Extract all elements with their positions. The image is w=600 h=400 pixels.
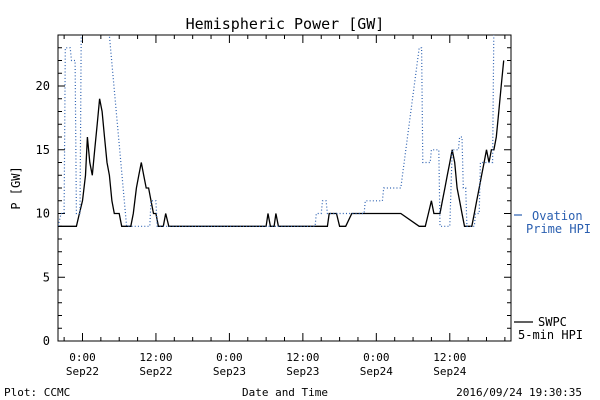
chart-title: Hemispheric Power [GW] — [186, 15, 385, 33]
y-axis-label: P [GW] — [9, 166, 23, 209]
legend-swpc-label-line1: SWPC — [538, 315, 567, 329]
x-tick-label-time: 12:00 — [433, 351, 466, 364]
y-tick-label: 15 — [36, 143, 50, 157]
x-tick-label-date: Sep23 — [286, 365, 319, 378]
series-layer — [58, 35, 505, 227]
x-tick-label-date: Sep22 — [66, 365, 99, 378]
series-line-swpc — [58, 60, 505, 227]
legend-ovation-label-line1: Ovation — [532, 209, 583, 223]
legend-ovation-label-line2: Prime HPI — [526, 222, 591, 236]
x-axis: 0:00Sep2212:00Sep220:00Sep2312:00Sep230:… — [63, 35, 506, 378]
y-tick-label: 0 — [43, 334, 50, 348]
y-axis: 0 5 10 15 20 — [36, 34, 511, 348]
x-tick-label-time: 12:00 — [139, 351, 172, 364]
y-tick-label: 10 — [36, 207, 50, 221]
plot-credit: Plot: CCMC — [4, 386, 70, 399]
x-tick-label-time: 0:00 — [363, 351, 390, 364]
plot-frame — [57, 34, 512, 342]
x-tick-label-time: 0:00 — [69, 351, 96, 364]
y-tick-label: 20 — [36, 79, 50, 93]
x-tick-label-time: 12:00 — [286, 351, 319, 364]
x-tick-label-date: Sep23 — [213, 365, 246, 378]
series-line-ovation-prime — [58, 35, 495, 227]
x-axis-label: Date and Time — [242, 386, 328, 399]
plot-timestamp: 2016/09/24 19:30:35 — [456, 386, 582, 399]
legend-swpc-label-line2: 5-min HPI — [518, 328, 583, 342]
x-tick-label-time: 0:00 — [216, 351, 243, 364]
x-tick-label-date: Sep22 — [139, 365, 172, 378]
x-tick-label-date: Sep24 — [433, 365, 466, 378]
x-tick-label-date: Sep24 — [360, 365, 393, 378]
y-tick-label: 5 — [43, 270, 50, 284]
